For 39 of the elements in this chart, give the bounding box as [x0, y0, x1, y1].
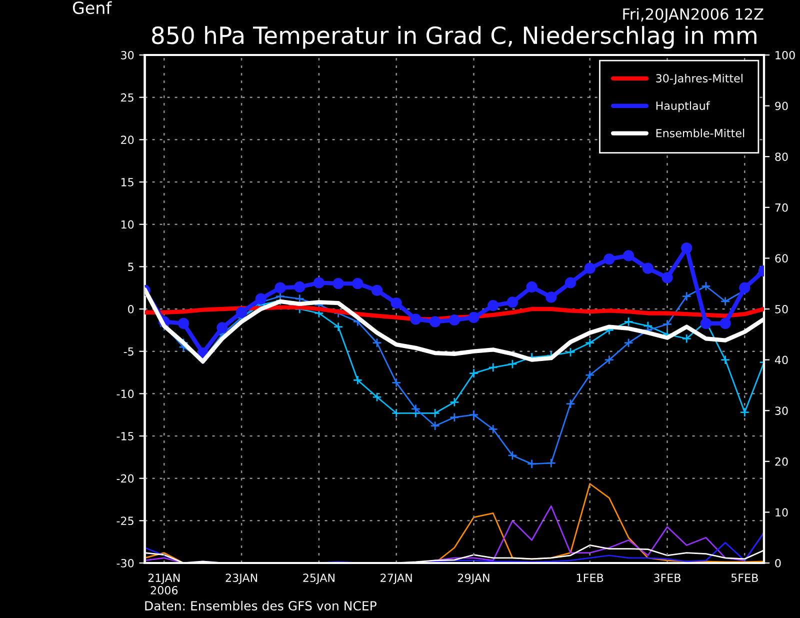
y-tick-label: -25: [116, 516, 134, 526]
y-tick-label: -10: [116, 390, 134, 398]
y-tick-label: 30: [121, 50, 134, 60]
y-tick-label: 25: [121, 93, 134, 102]
x-tick-label: 5FEB: [731, 574, 758, 582]
x-tick-label: 3FEB: [654, 574, 681, 582]
y-tick-label: 15: [121, 178, 134, 186]
y2-tick-label: 20: [775, 457, 788, 466]
y-tick-label: -15: [116, 432, 134, 440]
y2-tick-label: 10: [776, 508, 788, 517]
y-tick-label: -5: [124, 347, 134, 356]
y2-tick-label: 70: [775, 203, 788, 212]
y-tick-label: 5: [128, 262, 134, 272]
x-tick-label: 29JAN: [458, 574, 490, 584]
chart-title: 850 hPa Temperatur in Grad C, Niederschlag in mm: [152, 26, 756, 49]
y-tick-label: 0: [128, 304, 134, 314]
y2-tick-label: 40: [774, 356, 788, 364]
x-tick-label: 21JAN 2006: [148, 574, 180, 594]
y2-tick-label: 50: [775, 304, 788, 314]
y-tick-label: -20: [116, 474, 134, 483]
y-tick-label: 20: [121, 136, 134, 144]
y-tick-label: -30: [116, 558, 134, 568]
y2-tick-label: 90: [775, 102, 788, 110]
x-tick-label: 27JAN: [380, 574, 412, 584]
legend-label: Ensemble-Mittel: [656, 128, 744, 138]
x-tick-label: 1FEB: [577, 574, 604, 582]
x-tick-label: 23JAN: [226, 574, 258, 584]
text: Daten: Ensembles des GFS von NCEP: [145, 600, 376, 611]
y2-tick-label: 60: [775, 254, 788, 263]
y2-tick-label: 30: [775, 406, 788, 415]
legend-label: Hauptlauf: [656, 101, 710, 112]
chart-subtitle: Fri,20JAN2006 12Z: [623, 8, 764, 23]
x-tick-label: 25JAN: [303, 574, 334, 584]
y-tick-label: 10: [121, 220, 134, 229]
text: Genf: [72, 1, 112, 14]
legend-label: 30-Jahres-Mittel: [656, 74, 742, 85]
y2-tick-label: 80: [775, 152, 788, 161]
y2-tick-label: 0: [775, 558, 781, 568]
y2-tick-label: 100: [776, 50, 795, 60]
